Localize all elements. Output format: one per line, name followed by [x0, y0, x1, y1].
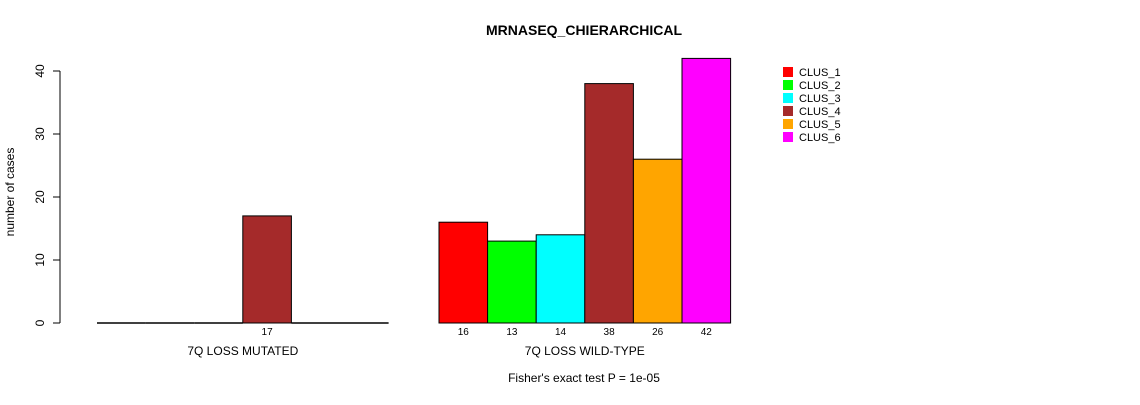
group-label: 7Q LOSS WILD-TYPE	[525, 344, 645, 358]
bar-value-label: 13	[506, 327, 518, 338]
bar-clus-5	[632, 158, 683, 324]
bar-clus-4	[242, 215, 292, 324]
y-tick-label: 20	[33, 190, 47, 204]
bar-value-label: 26	[652, 327, 664, 338]
bars: 17 7Q LOSS MUTATED 16 13 14 38 26 42 7Q LOSS WIL…	[97, 57, 732, 358]
bar-value-label: 16	[458, 327, 470, 338]
y-axis: 0 10 20 30 40	[33, 64, 61, 326]
legend-swatch	[783, 93, 793, 103]
bar-value-label: 42	[701, 327, 713, 338]
y-tick-label: 10	[33, 253, 47, 267]
bar-value-label: 17	[262, 327, 274, 338]
bar-clus-3	[535, 234, 586, 324]
legend-label: CLUS_1	[799, 67, 841, 79]
legend-swatch	[783, 80, 793, 90]
bar-clus-4	[584, 83, 634, 324]
bar-value-label: 38	[604, 327, 616, 338]
bar-clus-6	[681, 57, 732, 324]
legend-swatch	[783, 119, 793, 129]
bar-clus-2	[487, 240, 537, 324]
bar-clus-1	[438, 221, 489, 324]
legend-label: CLUS_5	[799, 119, 841, 131]
legend-label: CLUS_2	[799, 80, 841, 92]
y-tick-label: 0	[33, 319, 47, 326]
legend-swatch	[783, 67, 793, 77]
footnote: Fisher's exact test P = 1e-05	[508, 371, 660, 385]
group-label: 7Q LOSS MUTATED	[187, 344, 298, 358]
y-tick-label: 30	[33, 127, 47, 141]
legend-swatch	[783, 132, 793, 142]
y-tick-label: 40	[33, 64, 47, 78]
bar-value-label: 14	[555, 327, 567, 338]
legend-label: CLUS_4	[799, 106, 841, 118]
legend-label: CLUS_3	[799, 93, 841, 105]
chart-title: MRNASEQ_CHIERARCHICAL	[486, 22, 682, 38]
y-axis-label: number of cases	[3, 148, 17, 237]
legend-label: CLUS_6	[799, 132, 841, 144]
legend-swatch	[783, 106, 793, 116]
